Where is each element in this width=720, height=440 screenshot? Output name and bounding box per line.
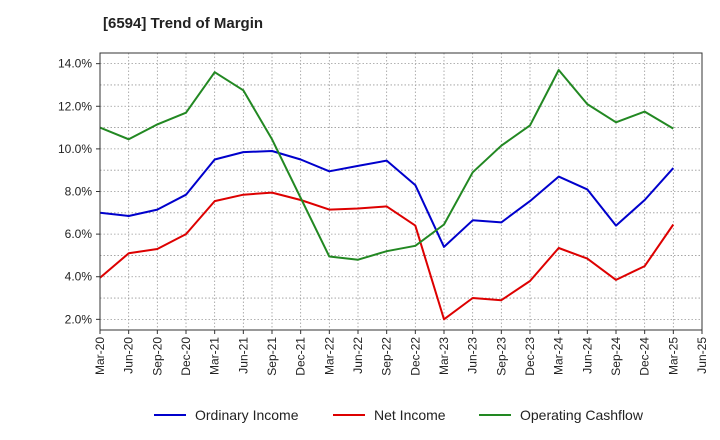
x-tick-label: Dec-23 — [523, 337, 537, 376]
x-tick-label: Mar-22 — [322, 337, 336, 375]
legend-swatch-net-income — [333, 414, 365, 416]
legend: Ordinary Income Net Income Operating Cas… — [0, 404, 720, 426]
x-tick-label: Sep-20 — [150, 337, 164, 376]
legend-item-operating-cashflow: Operating Cashflow — [479, 404, 643, 426]
x-tick-label: Jun-23 — [466, 337, 480, 374]
y-tick-label: 6.0% — [65, 227, 93, 241]
y-tick-label: 2.0% — [65, 312, 93, 326]
series-line-ordinary-income — [99, 150, 675, 248]
y-tick-label: 14.0% — [58, 57, 92, 71]
x-tick-label: Dec-20 — [179, 337, 193, 376]
legend-label: Operating Cashflow — [520, 407, 643, 423]
legend-swatch-ordinary-income — [154, 414, 186, 416]
x-tick-label: Sep-21 — [265, 337, 279, 376]
y-tick-label: 12.0% — [58, 99, 92, 113]
legend-label: Ordinary Income — [195, 407, 299, 423]
x-tick-label: Dec-22 — [408, 337, 422, 376]
x-tick-label: Jun-21 — [236, 337, 250, 374]
series-line-operating-cashflow — [99, 69, 674, 261]
x-tick-label: Sep-22 — [380, 337, 394, 376]
y-axis-ticks: 2.0% 4.0% 6.0% 8.0% 10.0% 12.0% 14.0% — [58, 57, 100, 326]
x-axis-ticks: Mar-20 Jun-20 Sep-20 Dec-20 Mar-21 Jun-21 Sep-… — [93, 330, 709, 376]
series-lines — [99, 69, 675, 321]
legend-item-net-income: Net Income — [333, 404, 446, 426]
legend-swatch-operating-cashflow — [479, 414, 511, 416]
legend-label: Net Income — [374, 407, 446, 423]
legend-item-ordinary-income: Ordinary Income — [154, 404, 298, 426]
grid-lines — [99, 53, 703, 330]
x-tick-label: Mar-21 — [208, 337, 222, 375]
x-tick-label: Mar-24 — [552, 337, 566, 375]
x-tick-label: Sep-23 — [494, 337, 508, 376]
x-tick-label: Mar-23 — [437, 337, 451, 375]
y-tick-label: 10.0% — [58, 142, 92, 156]
x-tick-label: Dec-24 — [638, 337, 652, 376]
x-tick-label: Mar-20 — [93, 337, 107, 375]
margin-line-chart: 2.0% 4.0% 6.0% 8.0% 10.0% 12.0% 14.0% Mar-20 Ju… — [58, 52, 709, 376]
y-tick-label: 8.0% — [65, 185, 93, 199]
x-tick-label: Dec-21 — [294, 337, 308, 376]
x-tick-label: Mar-25 — [666, 337, 680, 375]
chart-title: [6594] Trend of Margin — [103, 15, 264, 32]
x-tick-label: Jun-22 — [351, 337, 365, 374]
x-tick-label: Jun-24 — [580, 337, 594, 374]
x-tick-label: Sep-24 — [609, 337, 623, 376]
x-tick-label: Jun-25 — [695, 337, 709, 374]
x-tick-label: Jun-20 — [122, 337, 136, 374]
series-line-net-income — [99, 191, 675, 321]
y-tick-label: 4.0% — [65, 270, 93, 284]
